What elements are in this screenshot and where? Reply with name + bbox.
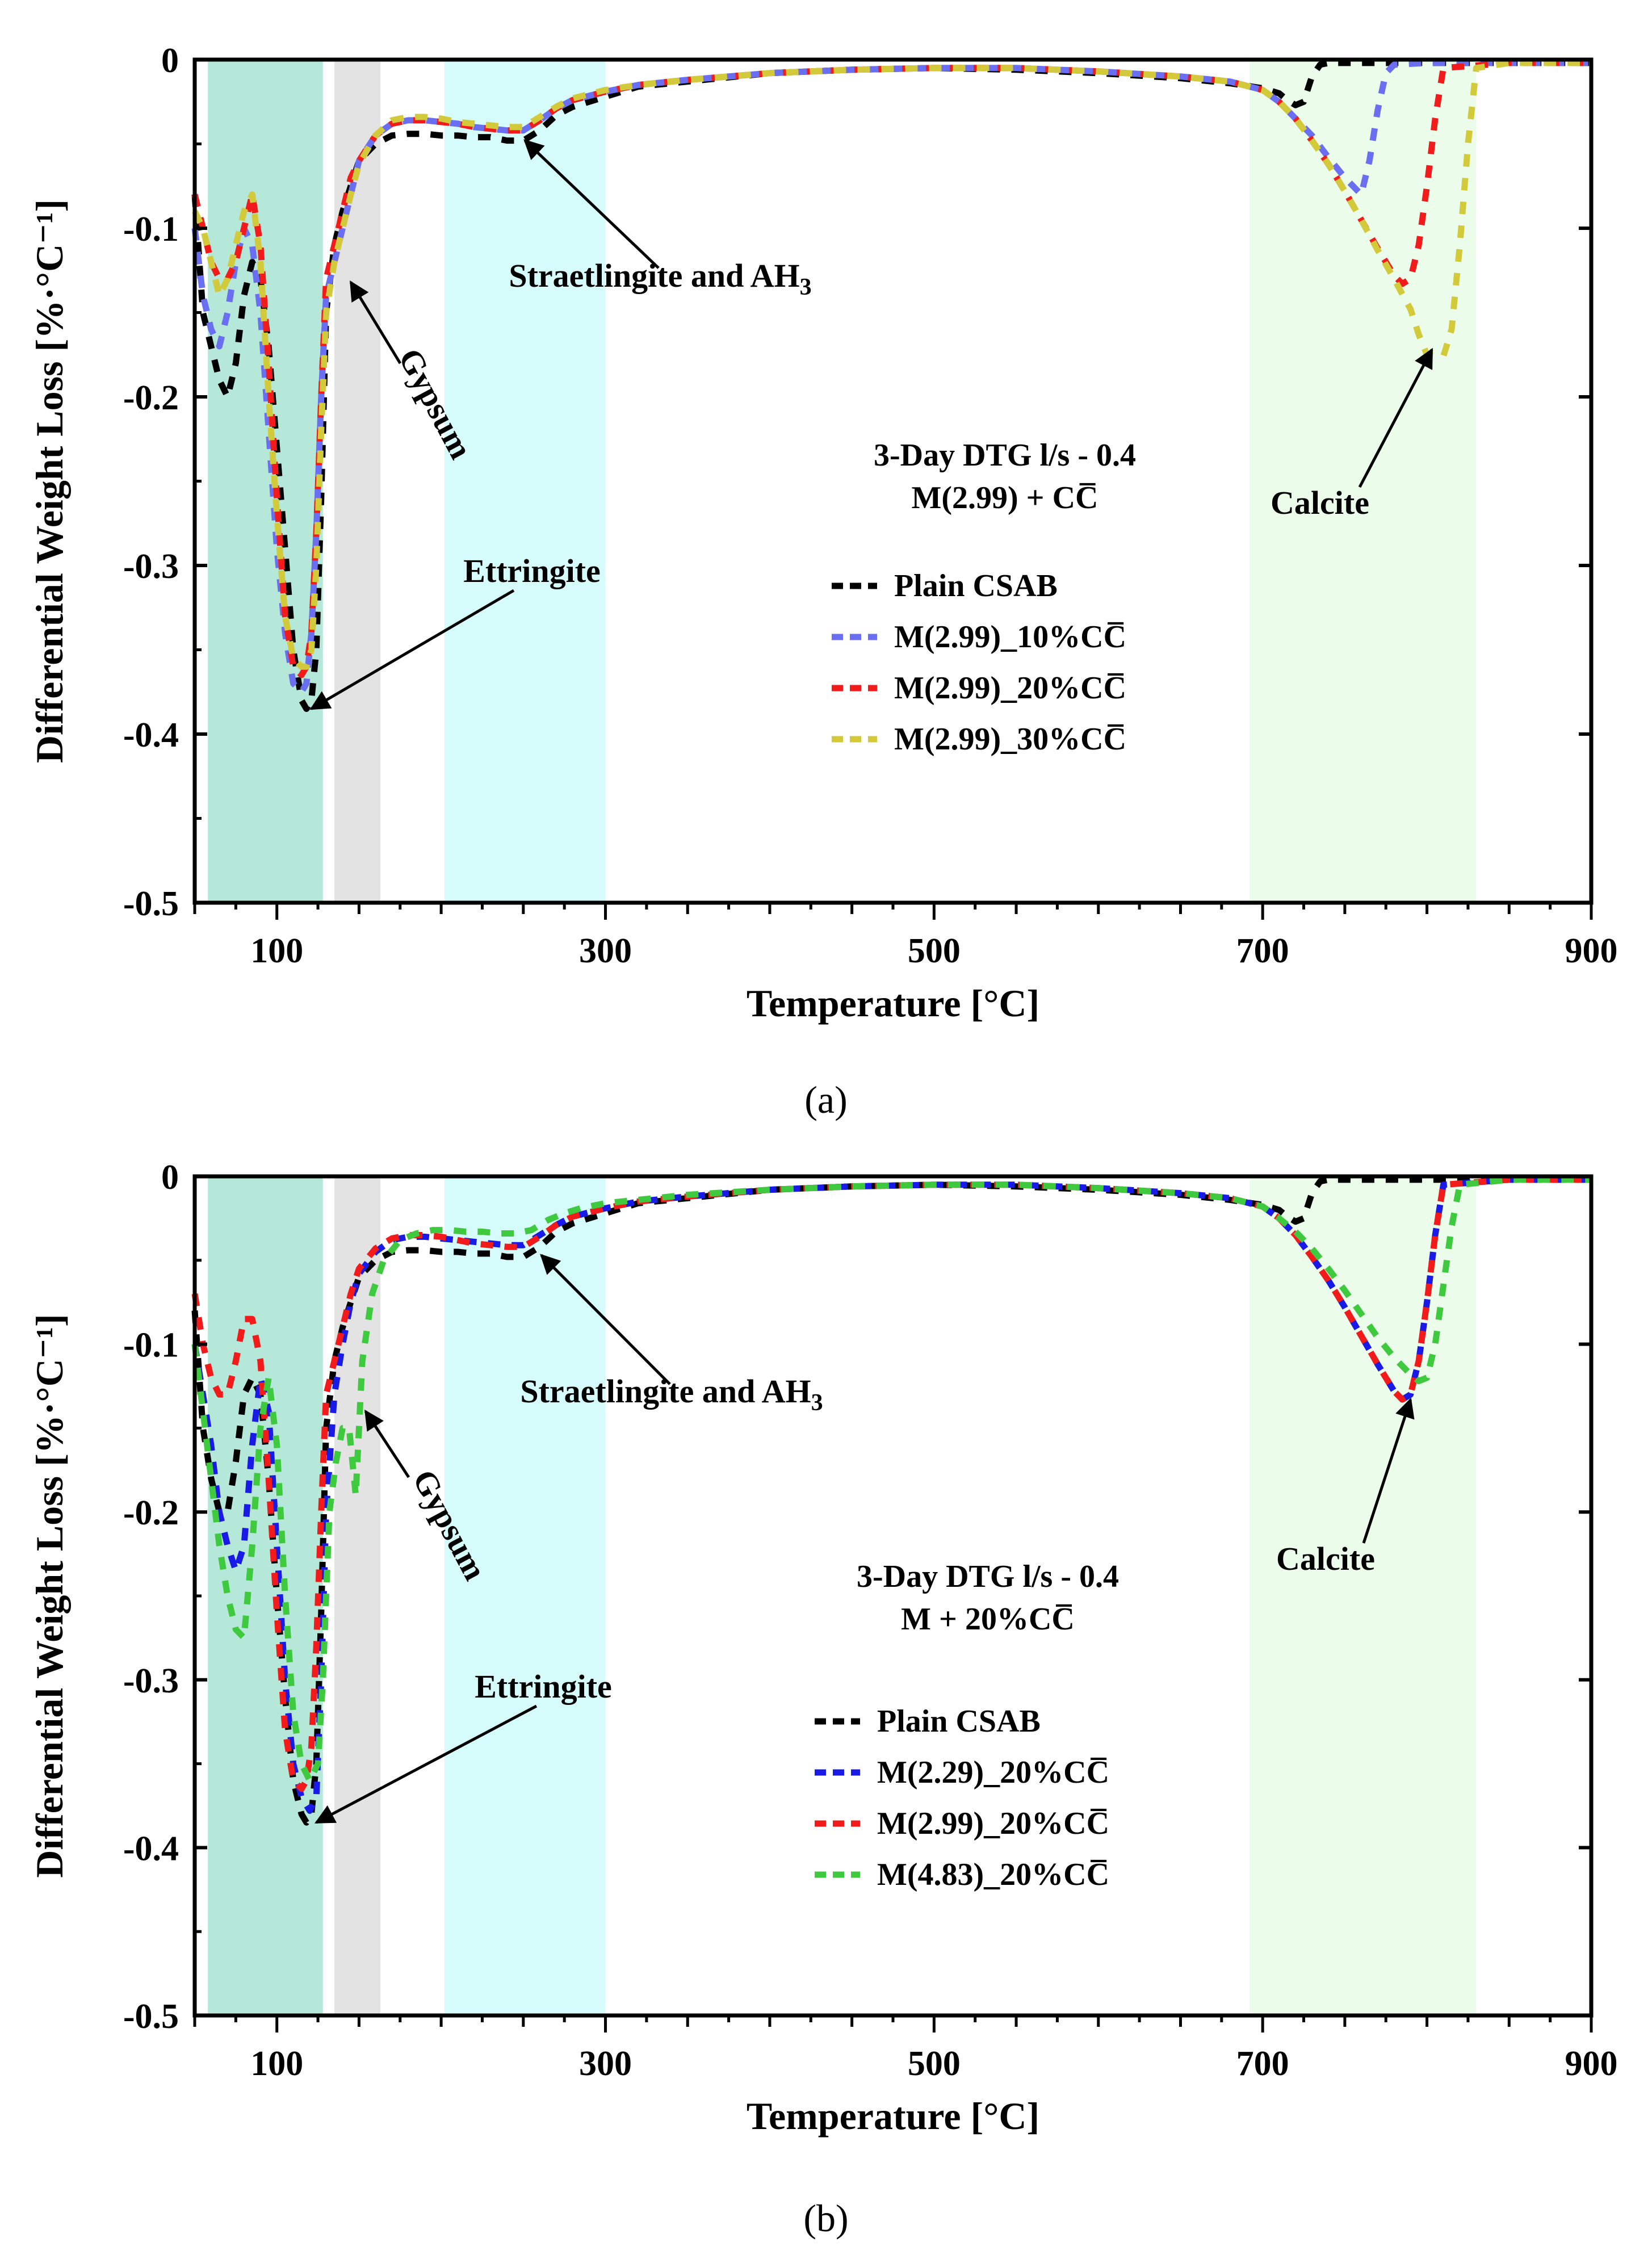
straetlingite-band — [444, 60, 606, 903]
x-tick-label: 500 — [908, 2044, 961, 2083]
y-tick-label: -0.3 — [123, 547, 179, 586]
gypsum-band — [334, 1176, 381, 2015]
calcite-arrow — [1358, 347, 1433, 488]
legend-label-1: M(2.99)_10%CC̅ — [894, 619, 1126, 655]
straetlingite-arrow — [540, 1254, 671, 1385]
legend-title: M(2.99) + CC̅ — [912, 480, 1098, 516]
ettringite-label-text: Ettringite — [475, 1668, 612, 1705]
straetlingite-band — [444, 1176, 606, 2015]
legend-title: M + 20%CC̅ — [901, 1602, 1075, 1637]
ettringite-band — [208, 60, 323, 903]
y-tick-label: -0.3 — [123, 1662, 179, 1700]
x-tick-label: 100 — [250, 2044, 303, 2083]
straetlingite-label-text: Straetlingite and AH — [509, 257, 799, 294]
x-axis-title: Temperature [°C] — [747, 982, 1039, 1025]
y-tick-label: 0 — [161, 41, 179, 80]
x-tick-label: 700 — [1236, 2044, 1289, 2083]
straetlingite-label: Straetlingite and AH3 — [509, 257, 811, 300]
y-tick-label: 0 — [161, 1158, 179, 1197]
x-tick-label: 700 — [1236, 932, 1289, 970]
straetlingite-arrow — [523, 139, 660, 269]
calcite-label: Calcite — [1276, 1540, 1375, 1577]
series-line-2 — [191, 1176, 1591, 1792]
ettringite-label: Ettringite — [475, 1668, 612, 1705]
y-tick-label: -0.5 — [123, 885, 179, 923]
chart-panel-b: 0 -0.1 -0.2 -0.3 -0.4 -0.5 100 300 500 700 900 Temp… — [28, 1158, 1618, 2240]
series-line-2 — [191, 60, 1591, 678]
y-tick-label: -0.2 — [123, 379, 179, 417]
y-tick-label: -0.1 — [123, 1326, 179, 1365]
y-axis-title: Differential Weight Loss [%·°C⁻¹] — [28, 199, 71, 763]
x-tick-label: 300 — [579, 2044, 632, 2083]
y-tick-label: -0.1 — [123, 210, 179, 249]
calcite-label-text: Calcite — [1271, 484, 1369, 521]
y-tick-label: -0.2 — [123, 1494, 179, 1532]
calcite-arrow — [1362, 1397, 1415, 1544]
straetlingite-label-text: Straetlingite and AH — [520, 1373, 811, 1410]
calcite-label-text: Calcite — [1276, 1540, 1375, 1577]
calcite-band — [1250, 1176, 1477, 2015]
ettringite-arrow — [315, 1704, 538, 1824]
x-axis-title: Temperature [°C] — [747, 2094, 1039, 2138]
gypsum-arrow — [349, 280, 402, 364]
x-tick-label: 100 — [250, 932, 303, 970]
x-tick-label: 500 — [908, 932, 961, 970]
legend-label-0: Plain CSAB — [877, 1704, 1041, 1739]
straetlingite-label-subscript: 3 — [800, 274, 812, 300]
calcite-label: Calcite — [1271, 484, 1369, 521]
x-tick-label: 900 — [1565, 932, 1618, 970]
panel-caption: (b) — [803, 2197, 848, 2240]
series-line-3 — [192, 60, 1591, 670]
x-tick-label: 900 — [1565, 2044, 1618, 2083]
straetlingite-label: Straetlingite and AH3 — [520, 1373, 823, 1416]
ettringite-band — [208, 1176, 323, 2015]
x-tick-label: 300 — [579, 932, 632, 970]
gypsum-band — [334, 60, 381, 903]
ettringite-arrow — [309, 589, 515, 710]
legend-label-3: M(4.83)_20%CC̅ — [877, 1857, 1109, 1892]
legend-label-2: M(2.99)_20%CC̅ — [877, 1806, 1109, 1841]
legend-label-0: Plain CSAB — [894, 568, 1058, 604]
y-tick-label: -0.4 — [123, 716, 179, 755]
legend-title: 3-Day DTG l/s - 0.4 — [857, 1559, 1119, 1594]
y-axis-title: Differential Weight Loss [%·°C⁻¹] — [28, 1314, 71, 1878]
gypsum-arrow — [364, 1409, 410, 1478]
ettringite-label: Ettringite — [463, 552, 601, 589]
ettringite-label-text: Ettringite — [463, 552, 601, 589]
straetlingite-label-subscript: 3 — [811, 1390, 823, 1416]
legend-label-2: M(2.99)_20%CC̅ — [894, 670, 1126, 706]
y-tick-label: -0.4 — [123, 1829, 179, 1868]
legend-title: 3-Day DTG l/s - 0.4 — [874, 438, 1136, 473]
chart-panel-a: 0 -0.1 -0.2 -0.3 -0.4 -0.5 100 300 500 700 900 Temp… — [28, 41, 1618, 1121]
panel-caption: (a) — [804, 1078, 847, 1121]
legend-label-3: M(2.99)_30%CC̅ — [894, 722, 1126, 757]
legend-label-1: M(2.29)_20%CC̅ — [877, 1755, 1109, 1790]
y-tick-label: -0.5 — [123, 1997, 179, 2036]
